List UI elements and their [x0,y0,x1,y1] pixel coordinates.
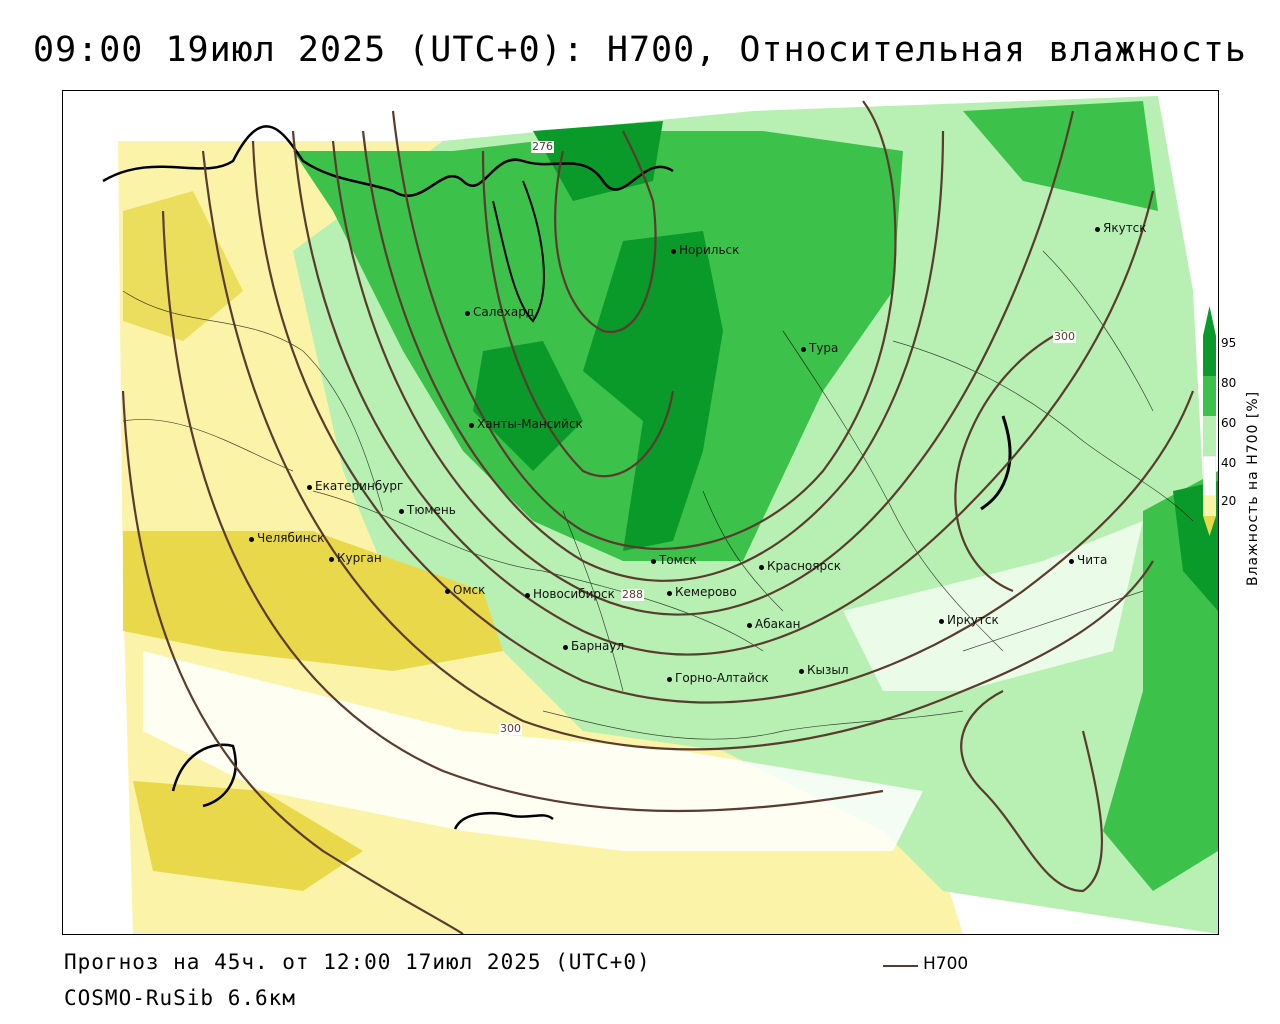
city-label-norilsk: Норильск [670,243,740,257]
city-label-omsk: Омск [444,583,486,597]
city-label-abakan: Абакан [746,617,801,631]
city-label-tura: Тура [800,341,839,355]
h700-legend-line [883,965,918,967]
colorbar-tick-95: 95 [1221,336,1237,350]
contour-label-288: 288 [621,588,644,601]
moist-95-c [533,121,663,201]
city-label-salekhard: Салехард [464,305,535,319]
balkhash-lake [453,811,554,830]
contour-label-300-south: 300 [499,722,522,735]
city-label-kyzyl: Кызыл [799,663,849,677]
dry-20-c [123,191,243,341]
h700-contours [121,100,1195,934]
city-label-novosibirsk: Новосибирск [525,587,615,601]
arctic-coast [102,125,674,198]
humidity-colorbar [1203,306,1216,536]
contour-label-300-east: 300 [1053,330,1076,343]
city-label-ekaterinburg: Екатеринбург [306,479,404,493]
city-label-gorno-altaysk: Горно-Алтайск [667,671,769,685]
colorbar-tick-20: 20 [1221,494,1237,508]
baikal-lake [980,415,1012,511]
caspian-coast [171,743,237,808]
city-label-yakutsk: Якутск [1095,221,1147,235]
model-name: COSMO-RuSib 6.6км [64,986,296,1010]
city-label-tomsk: Томск [651,553,697,567]
colorbar-tick-60: 60 [1221,416,1237,430]
city-label-tyumen: Тюмень [399,503,456,517]
dry-20-b [133,781,363,891]
city-label-kurgan: Курган [329,551,382,565]
city-label-kemerovo: Кемерово [667,585,737,599]
h700-legend-label: H700 [923,954,969,974]
forecast-info: Прогноз на 45ч. от 12:00 17июл 2025 (UTC… [64,950,651,974]
city-label-khanty-mansiysk: Ханты-Мансийск [469,417,583,431]
moist-95 [583,231,723,551]
contour-label-276: 276 [531,140,554,153]
dry-20-a [123,531,503,671]
city-label-chita: Чита [1068,553,1108,567]
region-borders [122,250,1194,740]
city-label-irkutsk: Иркутск [939,613,999,627]
city-label-krasnoyarsk: Красноярск [759,559,841,573]
rh-white-east [843,521,1143,691]
colorbar-tick-80: 80 [1221,376,1237,390]
city-label-chelyabinsk: Челябинск [248,531,325,545]
ob-bay-coast [492,180,545,323]
map-title: 09:00 19июл 2025 (UTC+0): H700, Относите… [33,30,1247,70]
colorbar-title: Влажность на H700 [%] [1245,390,1261,586]
colorbar-tick-40: 40 [1221,456,1237,470]
map-canvas [102,96,1218,934]
weather-map: Якутск Норильск Салехард Тура Ханты-Манс… [62,90,1219,935]
city-label-barnaul: Барнаул [562,639,625,653]
